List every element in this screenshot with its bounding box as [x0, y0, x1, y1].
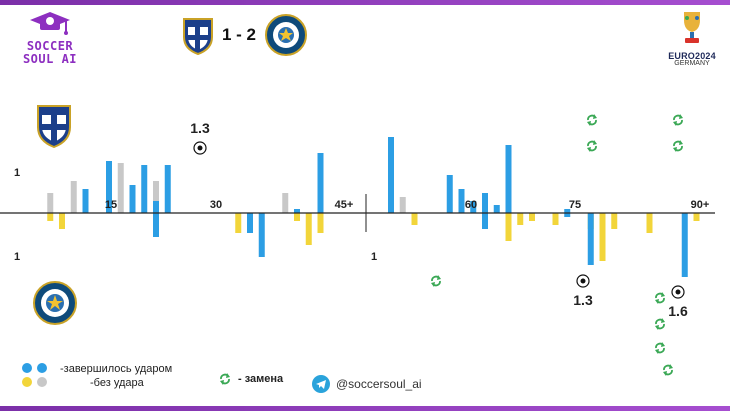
away-possession-bar — [505, 213, 512, 241]
y-tick-label-second-half: 1 — [371, 251, 377, 263]
score-header: 1 - 2 — [182, 12, 308, 58]
legend-dots — [22, 363, 48, 389]
away-possession-bar — [529, 213, 535, 221]
substitution-icon — [220, 373, 230, 385]
brain-cap-icon — [30, 12, 70, 35]
legend-dot — [37, 377, 47, 387]
home-shot-bar — [294, 209, 300, 213]
home-shot-bar — [458, 189, 465, 213]
home-possession-bar — [117, 163, 124, 213]
kazakhstan-crest-icon — [265, 14, 308, 56]
away-possession-bar — [59, 213, 65, 229]
telegram-link[interactable]: @soccersoul_ai — [312, 375, 422, 393]
trophy-icon — [684, 12, 700, 43]
away-shot-bar — [587, 213, 594, 265]
away-possession-bar — [47, 213, 54, 221]
away-shot-bar — [681, 213, 688, 277]
goal-ball-icon — [576, 274, 590, 288]
home-shot-bar — [129, 185, 136, 213]
substitution-icon — [655, 292, 665, 304]
away-possession-bar — [599, 213, 606, 261]
y-tick-label-top: 1 — [14, 167, 20, 179]
home-possession-bar — [399, 197, 406, 213]
legend-substitution: - замена — [238, 373, 284, 385]
goal-xg-label-away: 1.6 — [668, 303, 688, 319]
substitutions-layer — [431, 114, 683, 376]
substitution-icon — [673, 114, 683, 126]
home-shot-bar — [388, 137, 394, 213]
away-possession-bar — [317, 213, 324, 233]
substitution-icon — [587, 140, 597, 152]
legend-dot — [22, 377, 32, 387]
x-tick-label: 15 — [105, 199, 117, 211]
away-possession-bar — [552, 213, 559, 225]
away-possession-bar — [305, 213, 312, 245]
x-tick-label: 60 — [465, 199, 477, 211]
euro2024-logo: EURO2024 GERMANY — [662, 10, 722, 67]
match-score: 1 - 2 — [222, 25, 257, 44]
home-possession-bar — [70, 181, 77, 213]
home-shot-bar — [106, 161, 112, 213]
away-possession-bar — [611, 213, 618, 229]
x-tick-label: 90+ — [691, 199, 710, 211]
substitution-icon — [431, 275, 441, 287]
x-tick-label: 45+ — [335, 199, 354, 211]
goal-xg-label-home: 1.3 — [190, 120, 210, 136]
brand-logo: SOCCER SOUL AI — [14, 10, 86, 70]
home-shot-bar — [317, 153, 324, 213]
substitution-icon — [587, 114, 597, 126]
home-shot-bar — [82, 189, 89, 213]
away-team-crest-icon — [33, 281, 77, 325]
away-possession-bar — [411, 213, 418, 225]
telegram-handle: @soccersoul_ai — [336, 377, 422, 391]
substitution-icon — [673, 140, 683, 152]
away-possession-bar — [693, 213, 700, 221]
legend-with-shot: -завершилось ударом — [60, 363, 173, 375]
home-shot-bar — [564, 209, 571, 213]
home-shot-bar — [493, 205, 500, 213]
home-shot-bar — [505, 145, 512, 213]
away-possession-bar — [235, 213, 242, 233]
x-tick-label: 75 — [569, 199, 581, 211]
home-shot-bar — [153, 201, 159, 213]
home-shot-bar — [470, 201, 477, 213]
x-tick-label: 30 — [210, 199, 222, 211]
away-shot-bar — [258, 213, 265, 257]
home-shot-bar — [164, 165, 171, 213]
goal-ball-icon — [671, 285, 685, 299]
bottom-accent-bar — [0, 406, 730, 411]
brand-name: SOCCER SOUL AI — [22, 39, 78, 66]
away-shot-bar — [153, 213, 159, 237]
away-possession-bar — [294, 213, 300, 221]
euro-subtitle: GERMANY — [674, 60, 710, 67]
away-possession-bar — [517, 213, 524, 225]
substitution-icon — [663, 364, 673, 376]
away-shot-bar — [247, 213, 253, 233]
home-possession-bar — [153, 181, 159, 213]
away-shot-bar — [564, 213, 571, 217]
substitution-icon — [655, 318, 665, 330]
bars-layer — [47, 137, 700, 277]
top-accent-bar — [0, 0, 730, 5]
y-tick-label-bottom: 1 — [14, 251, 20, 263]
home-possession-bar — [282, 193, 289, 213]
legend-without-shot: -без удара — [90, 377, 144, 389]
euro-title: EURO2024 — [668, 51, 716, 61]
telegram-icon — [312, 375, 330, 393]
legend-dot — [22, 363, 32, 373]
home-team-crest-icon — [37, 105, 71, 148]
substitution-icon — [655, 342, 665, 354]
home-shot-bar — [446, 175, 453, 213]
finland-crest-icon — [183, 18, 213, 55]
home-shot-bar — [482, 193, 488, 213]
goal-xg-label-away: 1.3 — [573, 292, 593, 308]
away-shot-bar — [482, 213, 488, 229]
away-possession-bar — [646, 213, 653, 233]
goal-ball-icon — [193, 141, 207, 155]
home-shot-bar — [141, 165, 148, 213]
legend-dot — [37, 363, 47, 373]
home-possession-bar — [47, 193, 54, 213]
